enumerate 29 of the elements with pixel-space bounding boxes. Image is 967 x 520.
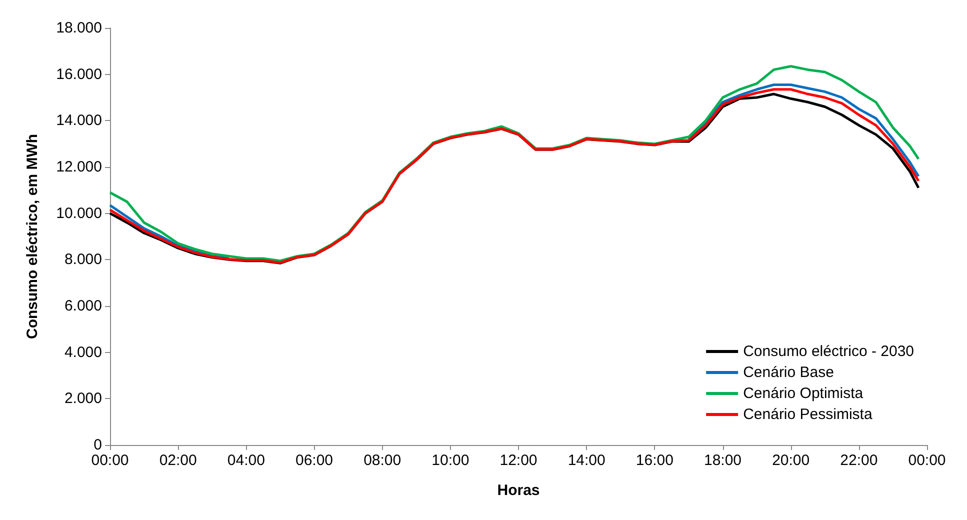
y-tick-label: 10.000 (56, 204, 102, 222)
x-tick-label: 00:00 (91, 452, 129, 469)
legend-label: Cenário Pessimista (743, 406, 873, 423)
y-tick-label: 18.000 (56, 20, 102, 36)
legend-label: Consumo eléctrico - 2030 (743, 343, 914, 360)
x-tick-label: 08:00 (364, 452, 402, 469)
x-tick-label: 14:00 (568, 452, 606, 469)
x-tick-label: 04:00 (227, 452, 265, 469)
y-tick-label: 6.000 (64, 298, 102, 314)
x-tick-label: 06:00 (295, 452, 334, 469)
x-tick-label: 02:00 (159, 452, 197, 469)
y-axis-title: Consumo eléctrico, em MWh (24, 134, 41, 340)
x-tick-label: 16:00 (636, 452, 674, 469)
y-tick-label: 0 (94, 436, 102, 454)
x-tick-label: 20:00 (772, 452, 810, 469)
y-tick-label: 4.000 (64, 344, 102, 361)
y-tick-label: 12.000 (56, 158, 102, 176)
x-tick-label: 10:00 (432, 452, 470, 469)
x-tick-label: 22:00 (840, 452, 878, 469)
x-tick-label: 18:00 (704, 452, 742, 469)
x-tick-label: 00:00 (908, 452, 946, 469)
y-tick-label: 16.000 (56, 66, 102, 83)
x-tick-label: 12:00 (500, 452, 538, 469)
x-axis-title: Horas (497, 482, 540, 499)
legend-label: Cenário Optimista (743, 385, 864, 402)
y-tick-label: 8.000 (64, 251, 102, 268)
y-tick-label: 2.000 (64, 390, 102, 408)
y-tick-label: 14.000 (56, 112, 102, 130)
legend-label: Cenário Base (743, 364, 834, 381)
